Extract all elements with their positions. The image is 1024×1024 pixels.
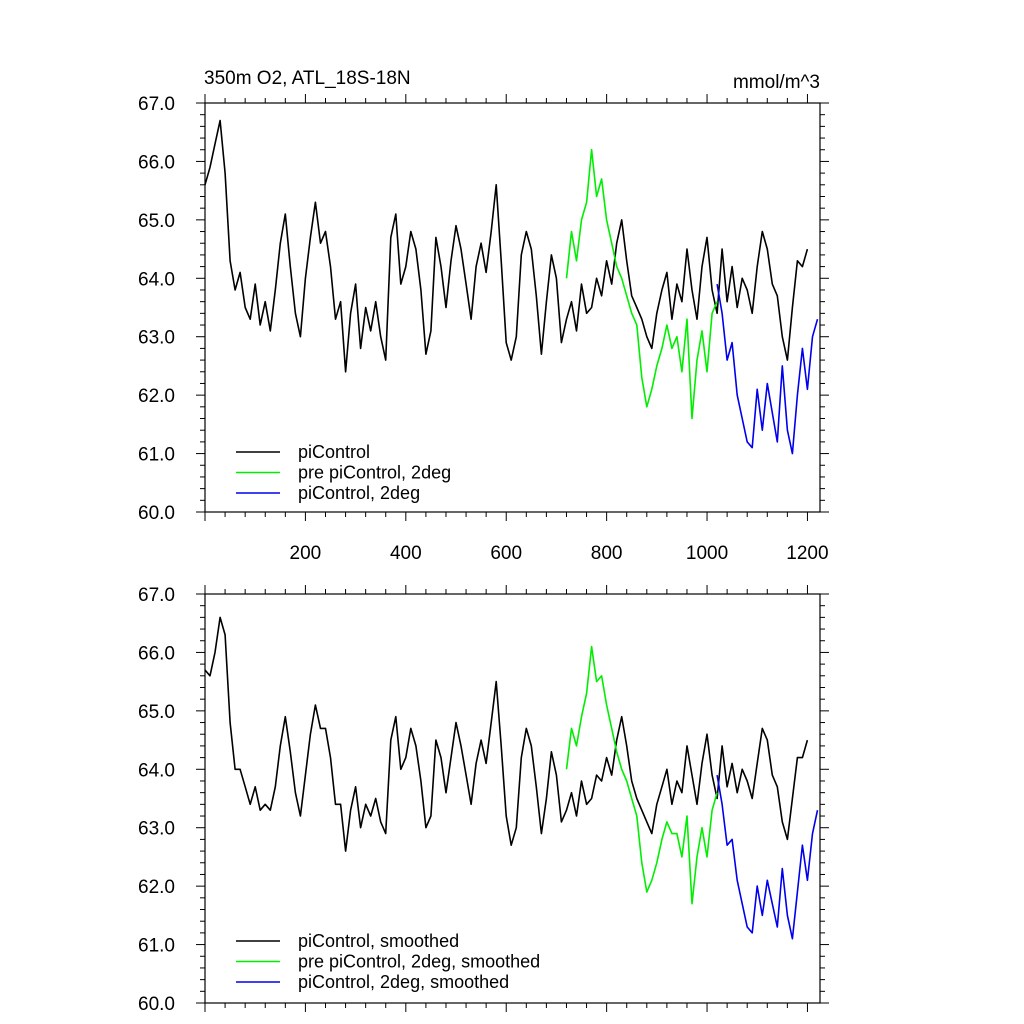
top-panel: 60.0 61.0 62.0 63.0 64.0 65.0 66.0 67.0 200 400 60… [138, 94, 829, 564]
series-line-3 [716, 774, 819, 940]
legend-label: piControl, smoothed [298, 931, 459, 951]
y-tick-label: 65.0 [138, 702, 175, 723]
y-tick-label: 63.0 [138, 328, 175, 349]
x-tick-label: 800 [591, 543, 623, 564]
legend-label: pre piControl, 2deg [298, 463, 451, 483]
y-tick-label: 64.0 [138, 269, 175, 290]
y-tick-label: 62.0 [138, 877, 175, 898]
y-tick-label: 65.0 [138, 211, 175, 232]
series-line-1 [204, 616, 809, 852]
x-tick-label: 1200 [786, 543, 828, 564]
y-tick-label: 61.0 [138, 445, 175, 466]
y-tick-label: 60.0 [138, 503, 175, 524]
plot-frame [204, 593, 821, 1004]
x-tick-label: 600 [490, 543, 522, 564]
series-line-1 [204, 119, 809, 373]
y-tick-label: 64.0 [138, 760, 175, 781]
x-tick-label: 400 [390, 543, 422, 564]
legend-label: piControl, 2deg, smoothed [298, 972, 509, 992]
legend-label: pre piControl, 2deg, smoothed [298, 952, 540, 972]
y-tick-label: 61.0 [138, 936, 175, 957]
x-tick-label: 1000 [686, 543, 728, 564]
bottom-panel: 60.0 61.0 62.0 63.0 64.0 65.0 66.0 67.0 piContro… [138, 585, 829, 1015]
series-line-2 [565, 148, 718, 420]
y-tick-label: 62.0 [138, 386, 175, 407]
y-tick-label: 67.0 [138, 585, 175, 606]
legend-label: piControl, 2deg [298, 483, 420, 503]
series-line-2 [565, 645, 718, 905]
y-tick-label: 60.0 [138, 994, 175, 1015]
y-tick-label: 63.0 [138, 819, 175, 840]
x-tick-label: 200 [290, 543, 322, 564]
y-tick-label: 66.0 [138, 643, 175, 664]
y-tick-label: 67.0 [138, 94, 175, 115]
chart-title-left: 350m O2, ATL_18S-18N [204, 68, 411, 89]
units-label: mmol/m^3 [733, 72, 820, 93]
plot-frame [204, 102, 821, 513]
legend-label: piControl [298, 442, 370, 462]
series-line-3 [716, 283, 819, 455]
y-tick-label: 66.0 [138, 152, 175, 173]
